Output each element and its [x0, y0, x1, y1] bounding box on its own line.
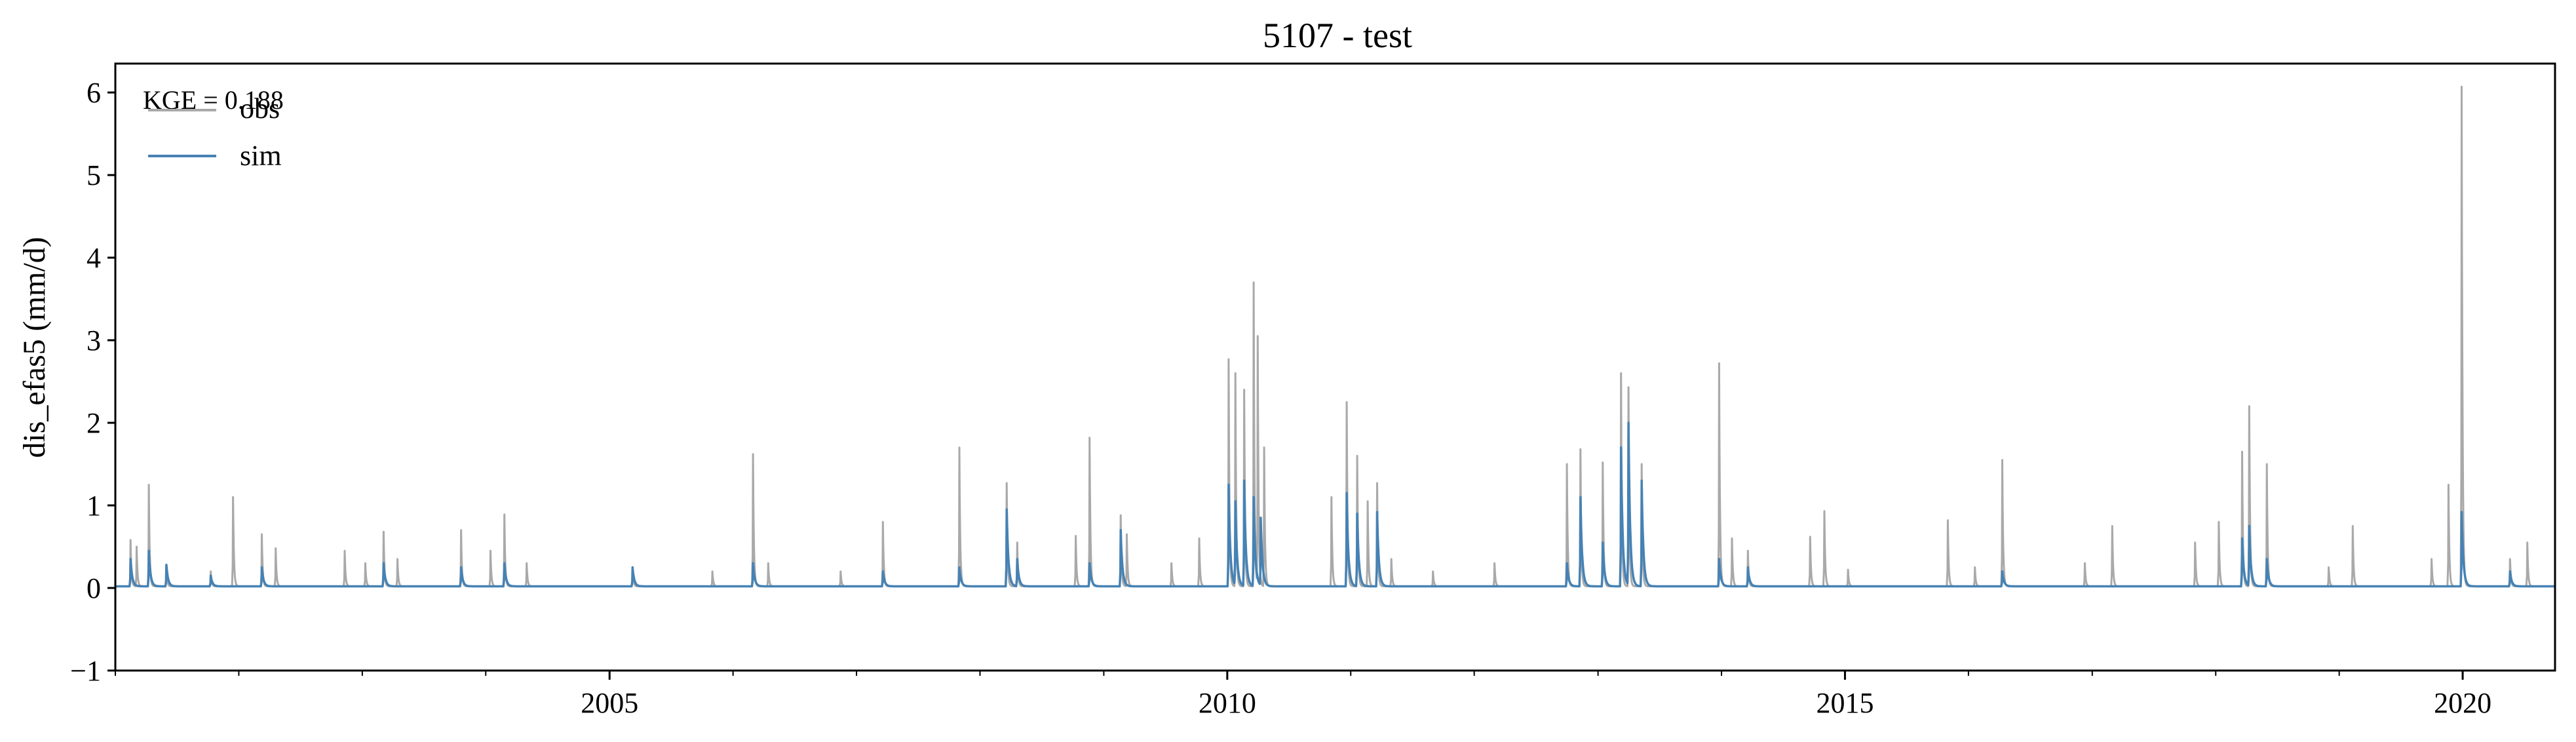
- y-tick-label: 4: [87, 242, 101, 274]
- x-tick-label: 2005: [581, 687, 638, 719]
- x-tick-label: 2020: [2434, 687, 2491, 719]
- y-tick-label: 1: [87, 490, 101, 522]
- series-layer: [114, 85, 2556, 588]
- legend: obs sim: [148, 92, 282, 172]
- x-axis: 2005 2010 2015 2020: [115, 671, 2491, 719]
- y-tick-label: 0: [87, 572, 101, 604]
- y-axis: −1 0 1 2 3 4 5 6: [70, 77, 115, 687]
- legend-sim-label: sim: [240, 140, 282, 172]
- y-tick-label: 6: [87, 77, 101, 109]
- plot-frame: [114, 62, 2556, 672]
- legend-obs-label: obs: [240, 92, 280, 125]
- x-tick-label: 2015: [1816, 687, 1874, 719]
- chart-title: 5107 - test: [1263, 16, 1412, 55]
- plot-area: [114, 62, 2556, 672]
- series-line-obs: [115, 85, 2556, 587]
- x-tick-label: 2010: [1199, 687, 1256, 719]
- y-tick-label: 3: [87, 324, 101, 357]
- y-tick-label: −1: [70, 655, 101, 687]
- y-tick-label: 2: [87, 407, 101, 439]
- series-line-sim: [114, 421, 2556, 588]
- y-axis-label: dis_efas5 (mm/d): [17, 237, 52, 458]
- y-tick-label: 5: [87, 159, 101, 191]
